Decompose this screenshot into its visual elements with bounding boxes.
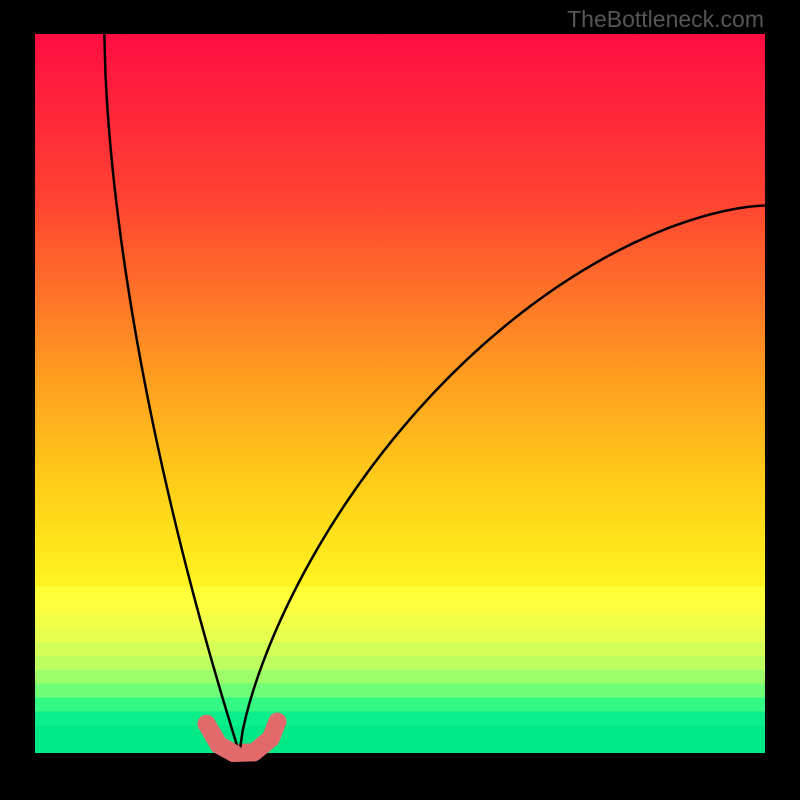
bottleneck-curve [104,34,765,753]
bottleneck-curve-chart [35,34,765,764]
data-marker [268,713,286,731]
data-marker [198,715,216,733]
watermark-label: TheBottleneck.com [567,6,764,33]
plot-area [35,34,765,764]
data-marker [245,743,263,761]
data-marker [262,729,280,747]
data-marker [225,744,243,762]
